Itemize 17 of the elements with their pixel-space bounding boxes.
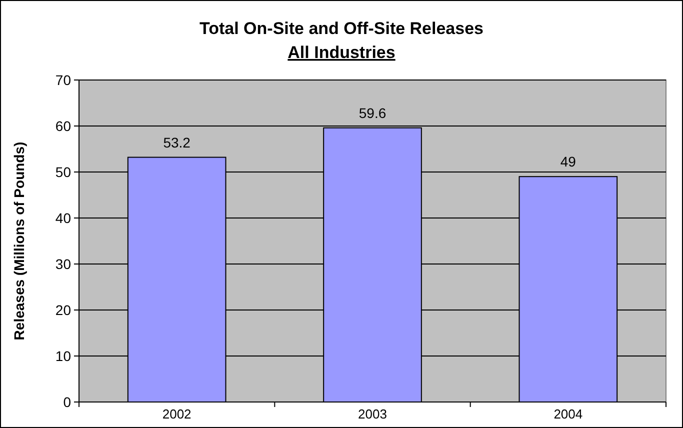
y-tick-label: 20: [55, 302, 72, 318]
x-tick-label: 2003: [358, 406, 387, 422]
y-tick-label: 0: [63, 394, 72, 410]
y-tick-label: 50: [55, 164, 72, 180]
chart-subtitle: All Industries: [288, 43, 396, 62]
data-label: 53.2: [163, 134, 191, 150]
x-tick-label: 2002: [162, 406, 192, 422]
data-label: 59.6: [358, 104, 386, 121]
data-label: 49: [560, 154, 576, 170]
chart-title: Total On-Site and Off-Site Releases: [199, 19, 484, 38]
x-tick-label: 2004: [554, 406, 583, 422]
y-tick-label: 60: [55, 118, 72, 134]
y-tick-label: 30: [55, 256, 72, 272]
y-tick-label: 40: [55, 210, 72, 226]
y-tick-label: 70: [55, 72, 72, 88]
y-tick-label: 10: [55, 348, 72, 364]
y-axis-title: Releases (Millions of Pounds): [11, 142, 27, 340]
